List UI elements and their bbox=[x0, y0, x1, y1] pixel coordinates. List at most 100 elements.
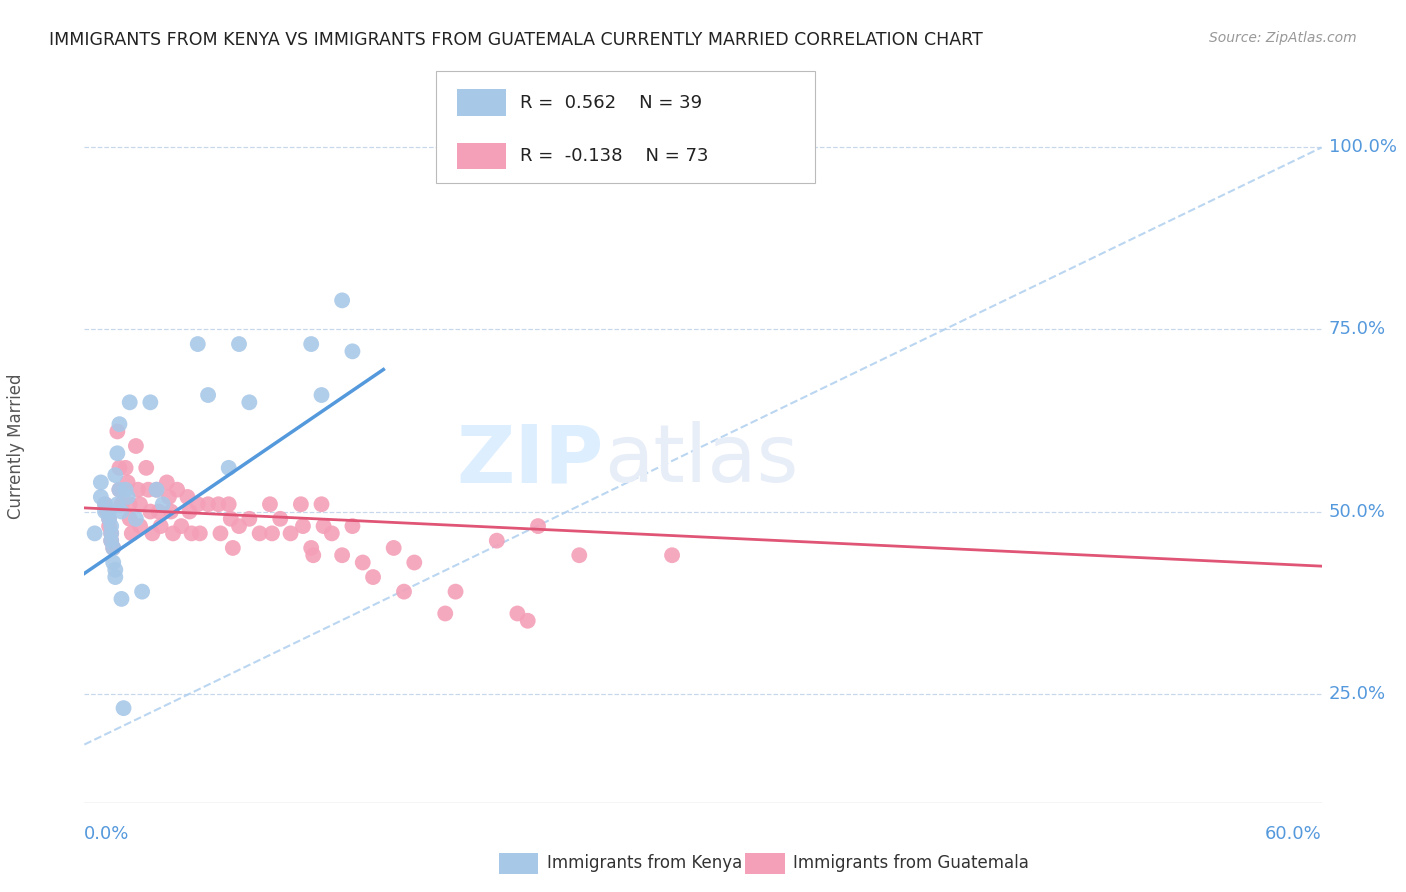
Point bbox=[302, 548, 325, 562]
Point bbox=[444, 584, 467, 599]
Point bbox=[103, 541, 125, 555]
Point bbox=[108, 417, 131, 432]
Point bbox=[218, 497, 240, 511]
Point bbox=[100, 519, 122, 533]
Point bbox=[207, 497, 229, 511]
Point bbox=[290, 497, 312, 511]
Point bbox=[434, 607, 457, 621]
Point bbox=[238, 512, 260, 526]
Point bbox=[145, 483, 167, 497]
Point bbox=[90, 475, 112, 490]
Point bbox=[321, 526, 343, 541]
Point bbox=[141, 526, 163, 541]
Text: IMMIGRANTS FROM KENYA VS IMMIGRANTS FROM GUATEMALA CURRENTLY MARRIED CORRELATION: IMMIGRANTS FROM KENYA VS IMMIGRANTS FROM… bbox=[49, 31, 983, 49]
Point bbox=[179, 504, 201, 518]
Point bbox=[197, 388, 219, 402]
Point bbox=[269, 512, 291, 526]
Point bbox=[90, 490, 112, 504]
Point bbox=[291, 519, 314, 533]
Text: Currently Married: Currently Married bbox=[7, 373, 25, 519]
Point bbox=[299, 541, 322, 555]
Point bbox=[197, 497, 219, 511]
Point bbox=[125, 512, 148, 526]
Point bbox=[129, 519, 152, 533]
Point bbox=[180, 526, 202, 541]
Point bbox=[100, 526, 122, 541]
Point bbox=[117, 490, 139, 504]
Text: ZIP: ZIP bbox=[457, 421, 605, 500]
Point bbox=[139, 504, 162, 518]
Point bbox=[118, 497, 141, 511]
Point bbox=[108, 483, 131, 497]
Point bbox=[299, 337, 322, 351]
Point bbox=[118, 512, 141, 526]
Point bbox=[259, 497, 281, 511]
Point bbox=[312, 519, 335, 533]
Point bbox=[105, 446, 128, 460]
Text: 50.0%: 50.0% bbox=[1329, 502, 1385, 521]
Point bbox=[145, 483, 167, 497]
Point bbox=[108, 460, 131, 475]
Point bbox=[209, 526, 232, 541]
Point bbox=[117, 475, 139, 490]
Point bbox=[238, 395, 260, 409]
Point bbox=[166, 483, 188, 497]
Point bbox=[311, 388, 333, 402]
Point bbox=[100, 526, 122, 541]
Point bbox=[228, 337, 250, 351]
Point bbox=[485, 533, 508, 548]
Point bbox=[103, 556, 125, 570]
Point bbox=[114, 483, 136, 497]
Point bbox=[187, 337, 209, 351]
Point bbox=[105, 497, 128, 511]
Point bbox=[330, 548, 353, 562]
Point bbox=[83, 526, 105, 541]
Point bbox=[392, 584, 415, 599]
Point bbox=[352, 556, 374, 570]
Point bbox=[131, 584, 153, 599]
Point bbox=[228, 519, 250, 533]
Point bbox=[156, 475, 179, 490]
Point bbox=[311, 497, 333, 511]
Point bbox=[103, 541, 125, 555]
Point bbox=[361, 570, 384, 584]
Point bbox=[136, 483, 159, 497]
Point bbox=[188, 526, 211, 541]
Text: Immigrants from Kenya: Immigrants from Kenya bbox=[547, 855, 742, 872]
Point bbox=[121, 526, 143, 541]
Point bbox=[218, 460, 240, 475]
Point bbox=[516, 614, 538, 628]
Point bbox=[280, 526, 302, 541]
Point bbox=[176, 490, 198, 504]
Point bbox=[260, 526, 283, 541]
Point bbox=[127, 483, 149, 497]
Point bbox=[96, 504, 118, 518]
Point bbox=[160, 504, 183, 518]
Point bbox=[94, 497, 117, 511]
Point bbox=[104, 570, 127, 584]
Point bbox=[222, 541, 245, 555]
Point bbox=[139, 395, 162, 409]
Point bbox=[342, 519, 364, 533]
Point bbox=[342, 344, 364, 359]
Text: atlas: atlas bbox=[605, 421, 799, 500]
Point bbox=[98, 512, 121, 526]
Point bbox=[187, 497, 209, 511]
Point bbox=[114, 460, 136, 475]
Point bbox=[118, 395, 141, 409]
Text: R =  -0.138    N = 73: R = -0.138 N = 73 bbox=[520, 147, 709, 165]
Point bbox=[219, 512, 242, 526]
Point bbox=[94, 497, 117, 511]
Point bbox=[330, 293, 353, 308]
Text: 25.0%: 25.0% bbox=[1329, 684, 1386, 703]
Point bbox=[661, 548, 683, 562]
Point bbox=[404, 556, 426, 570]
Point bbox=[249, 526, 271, 541]
Point bbox=[170, 519, 193, 533]
Text: 100.0%: 100.0% bbox=[1329, 138, 1396, 156]
Point bbox=[162, 526, 184, 541]
Point bbox=[105, 425, 128, 439]
Point bbox=[527, 519, 550, 533]
Point bbox=[100, 533, 122, 548]
Point bbox=[104, 563, 127, 577]
